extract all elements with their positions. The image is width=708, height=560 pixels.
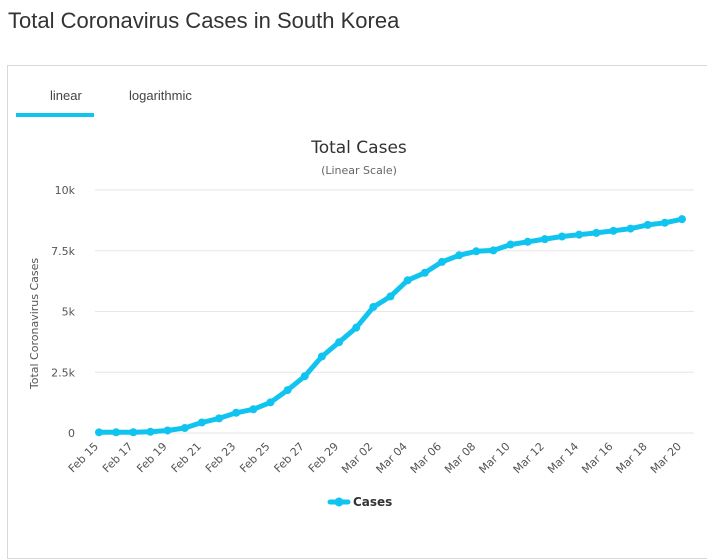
data-point[interactable]	[369, 302, 378, 311]
x-tick-label: Feb 23	[203, 440, 238, 475]
tab-logarithmic[interactable]: logarithmic	[129, 88, 192, 103]
data-point[interactable]	[163, 426, 172, 435]
x-tick-label: Mar 04	[374, 440, 410, 476]
x-tick-label: Mar 18	[614, 440, 650, 476]
chart-title: Total Cases	[310, 138, 407, 158]
data-point[interactable]	[540, 235, 549, 244]
data-point[interactable]	[283, 386, 292, 395]
x-tick-label: Mar 02	[339, 440, 375, 476]
x-tick-label: Feb 27	[272, 440, 307, 475]
data-point[interactable]	[609, 226, 618, 235]
data-point[interactable]	[386, 292, 395, 301]
x-tick-label: Mar 08	[442, 440, 478, 476]
x-tick-label: Mar 14	[545, 440, 581, 476]
x-tick-label: Mar 16	[579, 440, 615, 476]
data-point[interactable]	[420, 268, 429, 277]
tab-linear[interactable]: linear	[50, 88, 82, 103]
y-tick-label: 0	[68, 427, 75, 440]
y-axis-label: Total Coronavirus Cases	[28, 258, 41, 391]
data-point[interactable]	[232, 408, 241, 417]
x-tick-label: Feb 17	[100, 440, 135, 475]
grid-lines	[95, 189, 694, 434]
chart-panel: linear logarithmic Total Cases (Linear S…	[7, 65, 707, 559]
data-point[interactable]	[352, 323, 361, 332]
legend[interactable]: Cases	[327, 495, 392, 509]
chart-subtitle: (Linear Scale)	[321, 164, 397, 177]
y-tick-label: 2.5k	[51, 366, 75, 379]
y-axis-ticks: 0 2.5k 5k 7.5k 10k	[51, 184, 75, 440]
data-point[interactable]	[180, 424, 189, 433]
data-point[interactable]	[317, 352, 326, 361]
y-tick-label: 10k	[55, 184, 76, 197]
data-point[interactable]	[660, 218, 669, 227]
x-tick-label: Feb 15	[66, 440, 101, 475]
data-point[interactable]	[197, 418, 206, 427]
data-point[interactable]	[403, 276, 412, 285]
data-point[interactable]	[249, 405, 258, 414]
data-point[interactable]	[437, 257, 446, 266]
data-point[interactable]	[506, 240, 515, 249]
data-point[interactable]	[455, 251, 464, 260]
x-tick-label: Feb 29	[306, 440, 341, 475]
chart: Total Cases (Linear Scale) 0 2.5k 5k 7.5k 10…	[28, 138, 694, 509]
series-cases	[95, 215, 686, 437]
data-point[interactable]	[146, 427, 155, 436]
data-point[interactable]	[129, 428, 138, 437]
x-tick-label: Mar 12	[511, 440, 547, 476]
y-tick-label: 7.5k	[51, 245, 75, 258]
data-point[interactable]	[335, 338, 344, 347]
data-point[interactable]	[215, 414, 224, 423]
data-point[interactable]	[557, 232, 566, 241]
data-point[interactable]	[643, 220, 652, 229]
active-tab-indicator	[16, 113, 94, 117]
data-point[interactable]	[266, 398, 275, 407]
y-tick-label: 5k	[62, 306, 76, 319]
data-point[interactable]	[95, 428, 103, 437]
data-point[interactable]	[626, 224, 635, 233]
x-tick-label: Feb 21	[169, 440, 204, 475]
data-point[interactable]	[300, 372, 309, 381]
x-tick-label: Feb 19	[134, 440, 169, 475]
data-point[interactable]	[678, 215, 686, 224]
page-title: Total Coronavirus Cases in South Korea	[8, 8, 400, 33]
data-point[interactable]	[523, 237, 532, 246]
x-tick-label: Mar 10	[476, 440, 512, 476]
x-tick-label: Mar 06	[408, 440, 444, 476]
data-point[interactable]	[489, 246, 498, 255]
data-point[interactable]	[592, 228, 601, 237]
x-tick-label: Mar 20	[648, 440, 684, 476]
data-point[interactable]	[575, 230, 584, 239]
data-point[interactable]	[112, 428, 121, 437]
legend-marker-icon	[334, 497, 344, 507]
x-tick-label: Feb 25	[237, 440, 272, 475]
data-point[interactable]	[472, 247, 481, 256]
legend-label[interactable]: Cases	[353, 495, 392, 509]
